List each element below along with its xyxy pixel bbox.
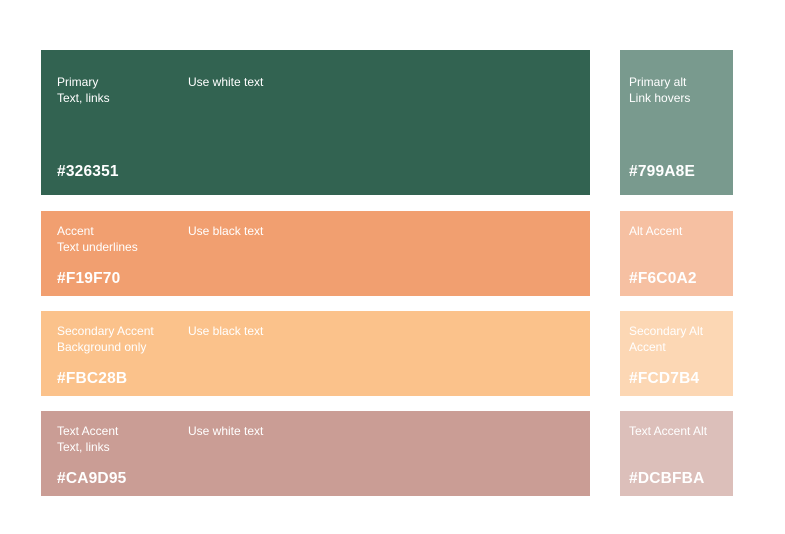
swatch-hex: #F6C0A2 bbox=[629, 270, 697, 287]
swatch-secondary-alt: Secondary Alt Accent #FCD7B4 bbox=[620, 311, 733, 396]
swatch-usage: Text, links bbox=[57, 440, 110, 454]
swatch-label: Accent Text underlines bbox=[57, 223, 138, 255]
swatch-text-accent-alt: Text Accent Alt #DCBFBA bbox=[620, 411, 733, 496]
swatch-usage: Accent bbox=[629, 340, 666, 354]
swatch-hex: #F19F70 bbox=[57, 270, 121, 287]
swatch-hex: #326351 bbox=[57, 163, 119, 180]
swatch-text-accent: Text Accent Text, links Use white text #… bbox=[41, 411, 590, 496]
swatch-usage: Text, links bbox=[57, 91, 110, 105]
swatch-name: Primary alt bbox=[629, 75, 687, 89]
swatch-usage: Link hovers bbox=[629, 91, 691, 105]
swatch-note: Use black text bbox=[188, 224, 264, 238]
swatch-label: Alt Accent bbox=[629, 223, 682, 239]
swatch-usage: Text underlines bbox=[57, 240, 138, 254]
swatch-label: Text Accent Text, links bbox=[57, 423, 118, 455]
swatch-name: Accent bbox=[57, 224, 94, 238]
swatch-label: Primary Text, links bbox=[57, 74, 110, 106]
swatch-hex: #CA9D95 bbox=[57, 470, 127, 487]
swatch-hex: #FCD7B4 bbox=[629, 370, 700, 387]
swatch-accent: Accent Text underlines Use black text #F… bbox=[41, 211, 590, 296]
swatch-note: Use white text bbox=[188, 424, 264, 438]
swatch-name: Secondary Accent bbox=[57, 324, 154, 338]
swatch-accent-alt: Alt Accent #F6C0A2 bbox=[620, 211, 733, 296]
swatch-usage: Background only bbox=[57, 340, 147, 354]
swatch-note: Use black text bbox=[188, 324, 264, 338]
swatch-label: Secondary Accent Background only bbox=[57, 323, 154, 355]
swatch-note: Use white text bbox=[188, 75, 264, 89]
swatch-label: Primary alt Link hovers bbox=[629, 74, 690, 106]
swatch-name: Text Accent bbox=[57, 424, 119, 438]
swatch-secondary-accent: Secondary Accent Background only Use bla… bbox=[41, 311, 590, 396]
swatch-hex: #DCBFBA bbox=[629, 470, 705, 487]
swatch-label: Text Accent Alt bbox=[629, 423, 707, 439]
swatch-primary: Primary Text, links Use white text #3263… bbox=[41, 50, 590, 195]
swatch-label: Secondary Alt Accent bbox=[629, 323, 703, 355]
swatch-primary-alt: Primary alt Link hovers #799A8E bbox=[620, 50, 733, 195]
swatch-hex: #FBC28B bbox=[57, 370, 128, 387]
swatch-name: Alt Accent bbox=[629, 224, 683, 238]
swatch-name: Secondary Alt bbox=[629, 324, 704, 338]
swatch-name: Text Accent Alt bbox=[629, 424, 708, 438]
swatch-name: Primary bbox=[57, 75, 99, 89]
swatch-hex: #799A8E bbox=[629, 163, 696, 180]
